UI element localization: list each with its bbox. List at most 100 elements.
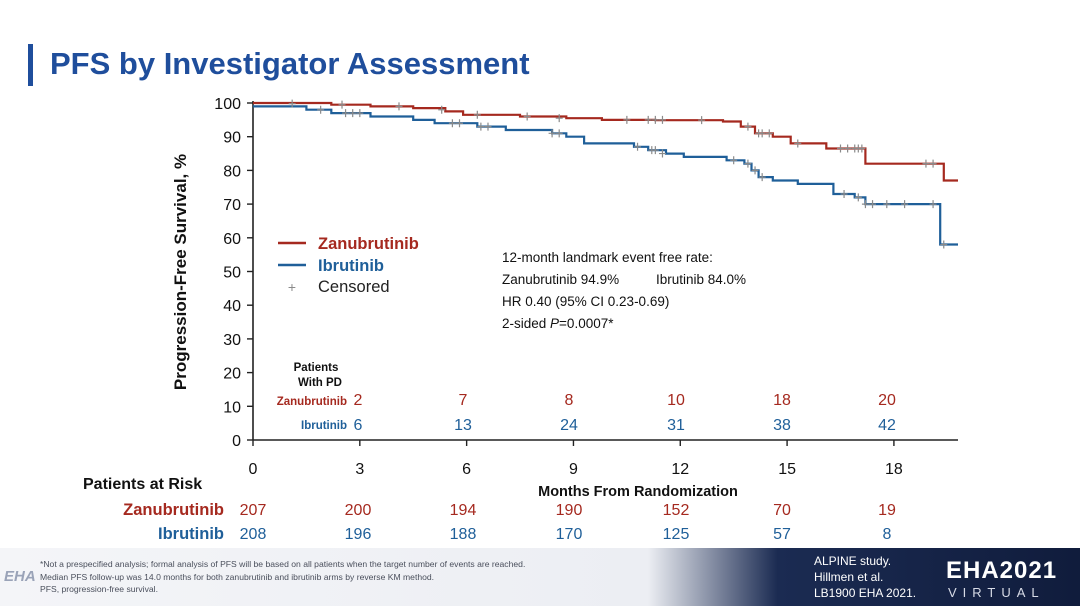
x-tick-label: 18 xyxy=(885,461,903,478)
citation-line2: Hillmen et al. xyxy=(814,570,884,584)
censor-mark xyxy=(744,122,752,131)
landmark-hr: HR 0.40 (95% CI 0.23-0.69) xyxy=(502,294,669,309)
censor-mark xyxy=(883,200,891,209)
censor-mark xyxy=(349,109,357,118)
risk-zanubrutinib-label: Zanubrutinib xyxy=(123,501,224,519)
x-tick-label: 12 xyxy=(671,461,689,478)
censor-mark xyxy=(854,193,862,202)
pd-value: 24 xyxy=(560,417,578,434)
pd-value: 13 xyxy=(454,417,472,434)
series-ibrutinib-curve xyxy=(253,105,958,246)
censor-mark xyxy=(765,129,773,138)
risk-value: 125 xyxy=(663,526,690,543)
title-accent-bar xyxy=(28,44,33,86)
risk-value: 208 xyxy=(240,526,267,543)
pd-value: 18 xyxy=(773,392,791,409)
pd-zanubrutinib-label: Zanubrutinib xyxy=(277,396,347,408)
censor-mark xyxy=(651,115,659,124)
legend-censored-label: Censored xyxy=(318,278,390,296)
censor-mark xyxy=(651,146,659,155)
censor-mark xyxy=(758,129,766,138)
x-tick-label: 6 xyxy=(462,461,471,478)
censor-mark xyxy=(473,110,481,119)
censor-mark xyxy=(922,159,930,168)
censor-mark xyxy=(288,99,296,108)
y-tick-label: 40 xyxy=(223,298,241,315)
series-zanubrutinib-curve xyxy=(253,101,958,182)
y-tick-label: 10 xyxy=(223,399,241,416)
censor-mark xyxy=(438,105,446,114)
y-axis-label: Progression-Free Survival, % xyxy=(171,154,190,390)
footnote-3: PFS, progression-free survival. xyxy=(40,584,158,594)
risk-values: 207 200 194 190 152 70 19 208 196 188 170 125 57 8 xyxy=(240,502,896,543)
citation-line3: LB1900 EHA 2021. xyxy=(814,586,917,600)
censor-mark xyxy=(794,139,802,148)
pd-value: 10 xyxy=(667,392,685,409)
y-tick-label: 60 xyxy=(223,231,241,248)
censor-mark xyxy=(929,159,937,168)
censor-mark xyxy=(634,142,642,151)
pd-ibrutinib-label: Ibrutinib xyxy=(301,420,347,432)
censor-mark xyxy=(342,109,350,118)
censor-mark xyxy=(555,114,563,123)
censor-mark xyxy=(644,115,652,124)
y-tick-label: 80 xyxy=(223,163,241,180)
landmark-zanubrutinib-rate: Zanubrutinib 94.9% xyxy=(502,272,619,287)
censor-mark xyxy=(840,189,848,198)
y-tick-label: 20 xyxy=(223,366,241,383)
risk-value: 200 xyxy=(345,502,372,519)
risk-ibrutinib-label: Ibrutinib xyxy=(158,525,224,543)
risk-value: 152 xyxy=(663,502,690,519)
censor-mark xyxy=(869,200,877,209)
eha-virtual-label: VIRTUAL xyxy=(948,585,1045,600)
censor-mark xyxy=(751,166,759,175)
censor-mark xyxy=(861,200,869,209)
citation-line1: ALPINE study. xyxy=(814,554,892,568)
risk-value: 196 xyxy=(345,526,372,543)
censor-mark xyxy=(844,144,852,153)
censor-mark xyxy=(929,200,937,209)
risk-header: Patients at Risk xyxy=(83,476,202,493)
pd-values: 2 7 8 10 18 20 6 13 24 31 38 42 xyxy=(354,392,896,434)
y-tick-label: 50 xyxy=(223,265,241,282)
x-tick-label: 15 xyxy=(778,461,796,478)
footnotes: *Not a prespecified analysis; formal ana… xyxy=(40,558,680,596)
pd-value: 8 xyxy=(565,392,574,409)
chart-curves xyxy=(253,101,958,246)
eha2021-logo: EHA2021 xyxy=(946,557,1058,584)
censor-mark xyxy=(623,115,631,124)
pd-header-line2: With PD xyxy=(298,377,342,389)
pd-value: 38 xyxy=(773,417,791,434)
censor-mark xyxy=(858,144,866,153)
page-title: PFS by Investigator Assessment xyxy=(50,46,530,81)
censor-mark xyxy=(356,109,364,118)
pd-header-line1: Patients xyxy=(294,362,339,374)
footnote-2: Median PFS follow-up was 14.0 months for… xyxy=(40,571,435,582)
landmark-annotation: 12-month landmark event free rate: Zanub… xyxy=(502,250,746,331)
legend-censored-icon: + xyxy=(288,279,296,295)
landmark-line1: 12-month landmark event free rate: xyxy=(502,250,713,265)
censor-mark xyxy=(484,122,492,131)
censor-mark xyxy=(338,100,346,109)
censor-mark xyxy=(548,129,556,138)
censor-mark xyxy=(837,144,844,153)
y-tick-label: 100 xyxy=(214,96,241,113)
risk-value: 57 xyxy=(773,526,791,543)
censor-mark xyxy=(477,122,485,131)
footnote-1: *Not a prespecified analysis; formal ana… xyxy=(40,559,526,569)
risk-value: 170 xyxy=(556,526,583,543)
risk-value: 8 xyxy=(883,526,892,543)
pd-value: 2 xyxy=(354,392,363,409)
censor-mark xyxy=(901,200,909,209)
landmark-ibrutinib-rate: Ibrutinib 84.0% xyxy=(656,272,746,287)
x-axis-label: Months From Randomization xyxy=(538,484,738,500)
risk-value: 190 xyxy=(556,502,583,519)
censor-mark xyxy=(730,156,738,165)
y-tick-label: 70 xyxy=(223,197,241,214)
pd-value: 7 xyxy=(459,392,468,409)
eha-logo-small: EHA xyxy=(4,568,36,585)
censor-mark xyxy=(317,105,325,114)
chart-legend: Zanubrutinib Ibrutinib + Censored xyxy=(278,235,419,296)
censor-mark xyxy=(658,115,666,124)
censor-mark xyxy=(523,112,531,121)
